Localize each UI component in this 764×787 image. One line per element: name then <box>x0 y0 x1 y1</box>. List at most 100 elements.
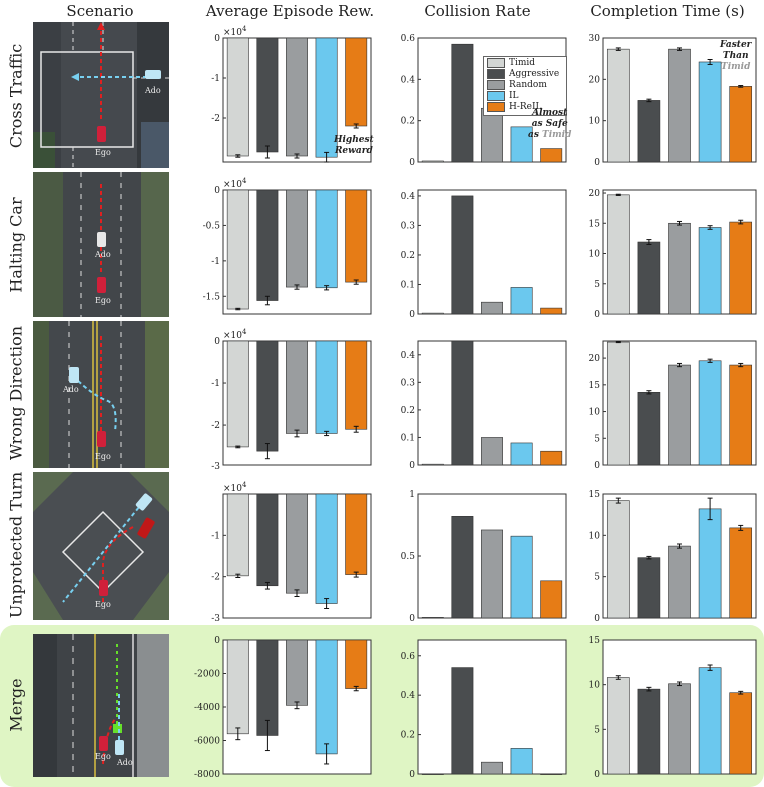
y-tick-label: 0.2 <box>401 406 415 416</box>
axis-multiplier: ×10 <box>223 484 242 494</box>
legend-entry: Random <box>487 79 566 90</box>
y-tick-label: 0 <box>594 158 600 168</box>
y-tick-label: -1.5 <box>203 292 221 302</box>
bar-random <box>481 437 503 466</box>
y-tick-label: 0.4 <box>401 691 416 701</box>
bar-il <box>510 748 533 775</box>
bar-timid <box>226 37 249 157</box>
y-tick-label: 0.5 <box>401 552 416 562</box>
legend-swatch <box>487 79 505 90</box>
y-tick-label: 0 <box>409 461 415 471</box>
ado-label: Ado <box>63 385 79 394</box>
y-tick-label: -8000 <box>194 770 220 780</box>
bar-aggressive <box>451 516 474 619</box>
y-tick-label: 15 <box>589 490 601 500</box>
y-tick-label: 15 <box>589 381 601 391</box>
row-label-halting-car: Halting Car <box>6 197 26 293</box>
y-tick-label: 10 <box>589 531 601 541</box>
bar-timid <box>606 677 630 775</box>
y-tick-label: 10 <box>589 408 601 418</box>
bar-random <box>286 639 308 706</box>
ego-label: Ego <box>95 752 111 761</box>
chart-merge-reward: 0 -2000 -4000 -6000 -8000 <box>194 636 372 780</box>
chart-cross-traffic-time: 0 10 20 30 <box>589 34 757 168</box>
row-label-merge: Merge <box>6 678 26 732</box>
annotation-line: Highest <box>334 135 374 145</box>
y-tick-label: 0.2 <box>401 251 415 261</box>
plot-area <box>417 639 567 775</box>
bar-il <box>698 508 722 619</box>
bar-timid <box>606 48 630 163</box>
y-tick-label: -0.5 <box>203 221 221 231</box>
y-tick-label: 0 <box>214 34 220 44</box>
bar-h-reil <box>345 189 368 283</box>
y-tick-label: -2 <box>211 421 220 431</box>
scenario-image-cross-traffic: Ado Ego <box>33 22 169 168</box>
scenario-image-merge: Ego Ado <box>33 634 169 777</box>
y-tick-label: 0 <box>214 186 220 196</box>
bar-aggressive <box>637 100 661 163</box>
chart-unprotected-turn-collision: 00.51 <box>401 490 567 624</box>
y-tick-label: 0 <box>214 337 220 347</box>
chart-merge-time: 0 5 10 15 <box>589 636 757 780</box>
bar-h-reil <box>540 148 563 163</box>
legend-label: H-ReIL <box>509 101 542 112</box>
y-tick-label: -3 <box>211 462 220 472</box>
bar-timid <box>226 189 249 310</box>
bar-il <box>315 639 338 755</box>
bar-aggressive <box>637 557 661 619</box>
bar-timid <box>606 194 630 315</box>
y-tick-label: 5 <box>594 573 600 583</box>
row-label-unprotected-turn: Unprotected Turn <box>6 471 26 619</box>
annotation-line: as Timid <box>528 130 571 141</box>
header-episode-reward: Average Episode Rew. <box>205 2 375 20</box>
bar-il <box>510 287 533 315</box>
scenario-image-wrong-direction: Ado Ego <box>33 321 169 468</box>
bar-timid <box>421 463 444 466</box>
y-tick-label: 0 <box>409 614 415 624</box>
y-tick-label: 10 <box>589 681 601 691</box>
bar-il <box>315 493 338 604</box>
y-tick-label: -2000 <box>194 670 220 680</box>
bar-random <box>668 222 691 315</box>
annotation-line: as Safe <box>531 119 568 129</box>
y-tick-label: 5 <box>594 434 600 444</box>
y-tick-label: 0 <box>594 770 600 780</box>
bar-timid <box>606 341 630 466</box>
bar-random <box>668 545 691 619</box>
y-tick-label: -1 <box>211 257 220 267</box>
y-tick-label: -1 <box>211 74 220 84</box>
bar-h-reil <box>345 639 368 689</box>
bar-random <box>481 529 503 619</box>
bar-aggressive <box>256 37 279 153</box>
bar-h-reil <box>345 37 368 127</box>
y-tick-label: 0 <box>594 310 600 320</box>
axis-multiplier-exponent: 4 <box>242 481 247 489</box>
y-tick-label: 5 <box>594 725 600 735</box>
legend-entry: H-ReIL <box>487 101 566 112</box>
annotation-timid-word: Timid <box>721 62 751 72</box>
chart-wrong-direction-reward: 0 -1 -2 -3 ×10 4 <box>211 328 372 472</box>
bar-h-reil <box>540 307 563 315</box>
row-label-cross-traffic: Cross Traffic <box>6 43 26 149</box>
scenario-image-unprotected-turn: Ego <box>33 472 169 620</box>
chart-cross-traffic-reward: 0 -1 -2 ×10 4 <box>211 25 372 163</box>
y-tick-label: -4000 <box>194 703 220 713</box>
legend-entry: Aggressive <box>487 68 566 79</box>
chart-unprotected-turn-time: 0 5 10 15 <box>589 490 757 624</box>
y-tick-label: 0.4 <box>401 351 416 361</box>
y-tick-label: -1 <box>211 379 220 389</box>
bar-random <box>481 107 503 163</box>
legend-label: Aggressive <box>509 68 560 79</box>
bar-random <box>668 364 691 466</box>
annotation-almost-safe: Almost as Safe as Timid <box>528 108 571 141</box>
legend-entry: Timid <box>487 57 566 68</box>
bar-aggressive <box>256 189 279 301</box>
y-tick-label: 10 <box>589 250 601 260</box>
bar-il <box>698 360 722 466</box>
y-tick-label: 0.4 <box>401 75 416 85</box>
annotation-faster: Faster Than Timid <box>720 40 751 73</box>
bar-random <box>668 683 691 775</box>
y-tick-label: 0 <box>594 461 600 471</box>
bar-aggressive <box>256 340 279 452</box>
